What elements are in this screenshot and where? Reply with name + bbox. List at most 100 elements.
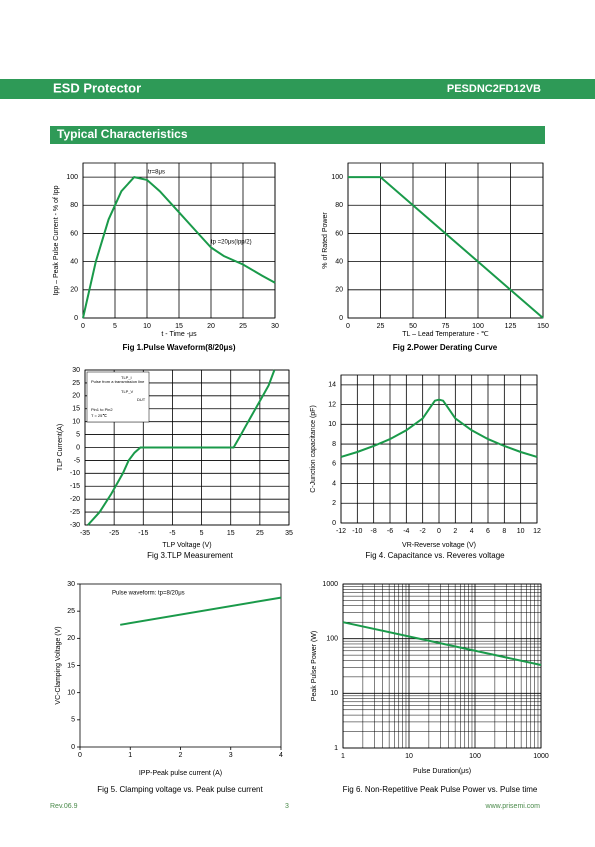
x-axis-label: t - Time -μs: [161, 331, 197, 338]
data-line: [82, 175, 276, 319]
y-tick-label: 14: [328, 382, 336, 389]
x-tick-label: -4: [403, 528, 409, 535]
y-tick-label: 60: [70, 230, 78, 237]
x-tick-label: 5: [200, 530, 204, 537]
x-tick-label: 125: [505, 323, 517, 330]
data-line: [120, 596, 282, 626]
x-tick-label: -5: [169, 530, 175, 537]
caption: Fig 1.Pulse Waveform(8/20μs): [122, 343, 235, 352]
footer-page: 3: [285, 803, 289, 810]
x-tick-label: -25: [109, 530, 119, 537]
x-tick-label: 12: [533, 528, 541, 535]
x-tick-label: 25: [239, 323, 247, 330]
y-tick-label: 4: [332, 480, 336, 487]
x-tick-label: 6: [486, 528, 490, 535]
data-line: [87, 369, 276, 526]
inset-label: TLP_I: [121, 375, 132, 380]
x-tick-label: 0: [78, 752, 82, 759]
y-axis-label: C-Junction capacitance (pF): [310, 405, 317, 493]
y-tick-label: 80: [70, 202, 78, 209]
x-tick-label: 8: [502, 528, 506, 535]
caption: Fig 3.TLP Measurement: [147, 551, 233, 560]
annotation: tp =20μs(Ipp/2): [211, 240, 252, 246]
y-tick-label: 10: [72, 419, 80, 426]
header-title: ESD Protector: [53, 80, 141, 95]
inset-label: Pin1 to Pin2: [91, 407, 113, 412]
y-tick-label: -20: [70, 496, 80, 503]
x-tick-label: 100: [472, 323, 484, 330]
x-tick-label: -15: [138, 530, 148, 537]
x-tick-label: -35: [80, 530, 90, 537]
footer-url: www.prisemi.com: [485, 803, 541, 810]
x-tick-label: 50: [409, 323, 417, 330]
y-tick-label: 12: [328, 401, 336, 408]
y-tick-label: 0: [71, 744, 75, 751]
y-tick-label: 30: [72, 367, 80, 374]
y-tick-label: -25: [70, 509, 80, 516]
caption: Fig 5. Clamping voltage vs. Peak pulse c…: [97, 785, 263, 794]
y-tick-label: 2: [332, 500, 336, 507]
x-axis-label: TL – Lead Temperature - ℃: [402, 331, 489, 338]
plot-frame: [342, 583, 542, 749]
y-tick-label: 5: [71, 717, 75, 724]
section-bar: [50, 126, 545, 144]
x-tick-label: -12: [336, 528, 346, 535]
annotation: Pulse waveform: tp=8/20μs: [112, 591, 185, 597]
x-axis-label: TLP Voltage (V): [162, 542, 211, 549]
y-tick-label: 40: [335, 258, 343, 265]
x-tick-label: 150: [537, 323, 549, 330]
x-tick-label: 1: [341, 753, 345, 760]
y-tick-label: 25: [67, 608, 75, 615]
x-tick-label: 1: [128, 752, 132, 759]
x-tick-label: 2: [179, 752, 183, 759]
data-line: [340, 398, 538, 458]
y-axis-label: % of Rated Power: [322, 212, 329, 269]
y-tick-label: 15: [72, 406, 80, 413]
y-tick-label: 30: [67, 581, 75, 588]
x-tick-label: 100: [469, 753, 481, 760]
header-bar: [0, 79, 595, 99]
footer-rev: Rev.06.9: [50, 803, 78, 810]
y-tick-label: 0: [332, 520, 336, 527]
x-tick-label: 4: [470, 528, 474, 535]
x-tick-label: 30: [271, 323, 279, 330]
x-tick-label: -6: [387, 528, 393, 535]
x-tick-label: 25: [256, 530, 264, 537]
x-tick-label: 5: [113, 323, 117, 330]
inset-box: [86, 371, 150, 423]
y-tick-label: 10: [67, 690, 75, 697]
y-tick-label: 0: [76, 444, 80, 451]
y-axis-label: Peak Pulse Power (W): [311, 631, 318, 701]
caption: Fig 4. Capacitance vs. Reveres voltage: [365, 551, 505, 560]
part-number: PESDNC2FD12VB: [447, 83, 541, 95]
y-tick-label: 10: [328, 421, 336, 428]
x-tick-label: 0: [346, 323, 350, 330]
y-tick-label: 6: [332, 461, 336, 468]
data-line: [348, 176, 544, 319]
annotation: tr=8μs: [148, 170, 165, 176]
x-tick-label: 0: [437, 528, 441, 535]
y-axis-label: TLP Current(A): [57, 424, 64, 471]
caption: Fig 6. Non-Repetitive Peak Pulse Power v…: [343, 785, 538, 794]
y-tick-label: 40: [70, 258, 78, 265]
x-tick-label: 15: [175, 323, 183, 330]
caption: Fig 2.Power Derating Curve: [393, 343, 498, 352]
y-tick-label: 8: [332, 441, 336, 448]
y-tick-label: 100: [66, 174, 78, 181]
y-tick-label: -5: [74, 457, 80, 464]
y-tick-label: 0: [339, 315, 343, 322]
y-tick-label: 15: [67, 662, 75, 669]
annotation-bg: [108, 588, 218, 598]
y-tick-label: 60: [335, 230, 343, 237]
x-tick-label: -10: [352, 528, 362, 535]
inset-label: TLP_V: [121, 389, 134, 394]
y-tick-label: 20: [70, 287, 78, 294]
inset-label: DUT: [137, 397, 146, 402]
x-tick-label: -2: [420, 528, 426, 535]
y-axis-label: Ipp – Peak Pulse Current - % of Ipp: [53, 185, 60, 295]
y-tick-label: 1000: [322, 581, 338, 588]
y-tick-label: 0: [74, 315, 78, 322]
x-tick-label: 4: [279, 752, 283, 759]
y-tick-label: 100: [326, 636, 338, 643]
